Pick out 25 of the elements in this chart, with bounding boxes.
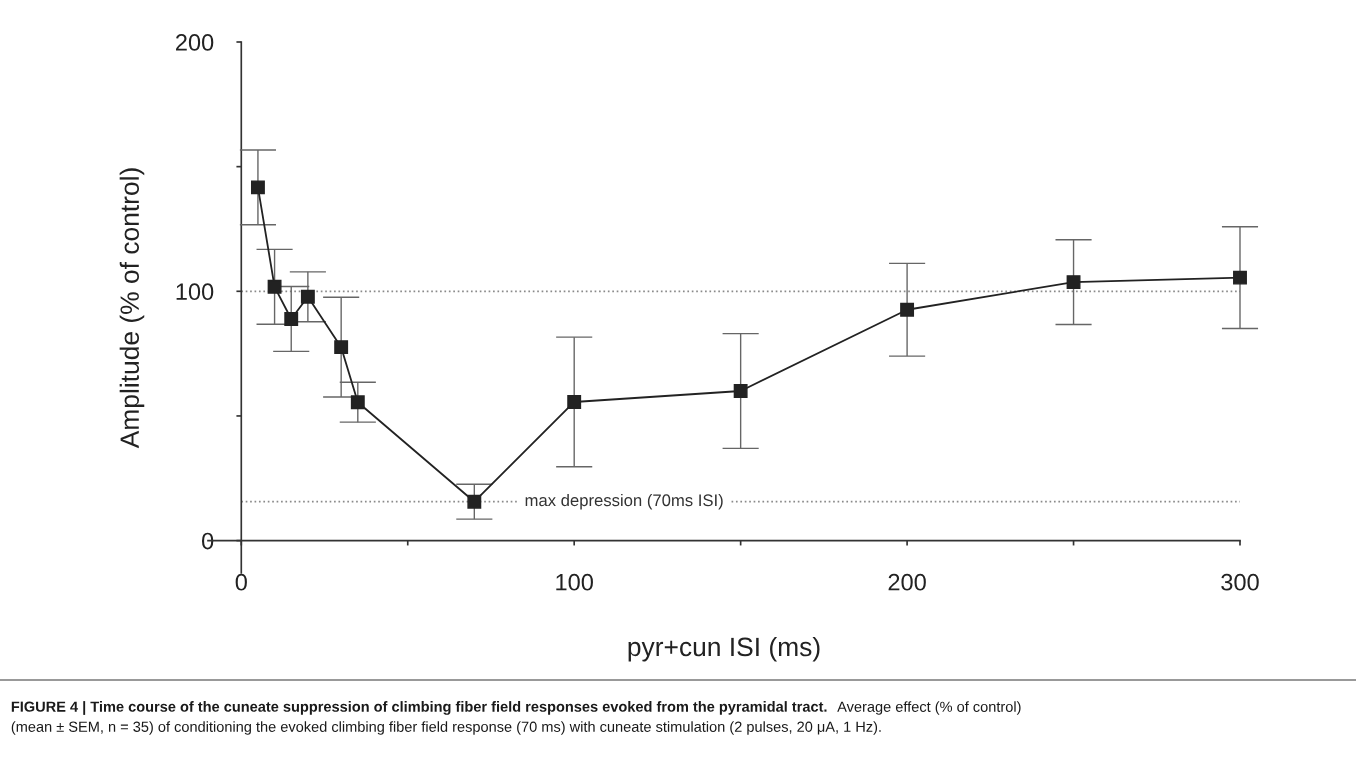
point	[350, 395, 365, 410]
text: FIGURE 4 | Time course of the cuneate suppression of climbing fiber field responses evoked from the pyramidal tract.	[11, 701, 827, 715]
point	[1066, 275, 1081, 290]
text: Average effect (% of control)	[837, 701, 1021, 715]
point	[284, 312, 299, 326]
y-axis-title: Amplitude (% of control)	[119, 168, 145, 449]
text: (mean ± SEM, n = 35) of conditioning the evoked climbing fiber field response (70 ms) with cuneate stimulation (2 pulses, 20 μA, 1 Hz).	[11, 721, 881, 735]
y-tick-label: 0	[202, 532, 214, 550]
ref-line-label: max depression (70ms ISI)	[525, 493, 723, 510]
point	[567, 395, 582, 409]
point	[1233, 270, 1247, 285]
y-tick-label: 100	[176, 283, 214, 301]
y-tick-label: 200	[176, 34, 214, 51]
x-tick-label: 300	[1221, 573, 1259, 591]
point	[900, 302, 915, 317]
x-tick-label: 100	[556, 573, 593, 591]
x-tick-label: 0	[235, 573, 247, 591]
x-axis-title: pyr+cun ISI (ms)	[628, 636, 820, 662]
point	[733, 384, 748, 398]
point	[250, 180, 265, 195]
x-tick-label: 200	[888, 573, 926, 591]
point	[300, 289, 315, 304]
point	[267, 279, 282, 294]
point	[467, 494, 482, 509]
point	[334, 340, 349, 355]
